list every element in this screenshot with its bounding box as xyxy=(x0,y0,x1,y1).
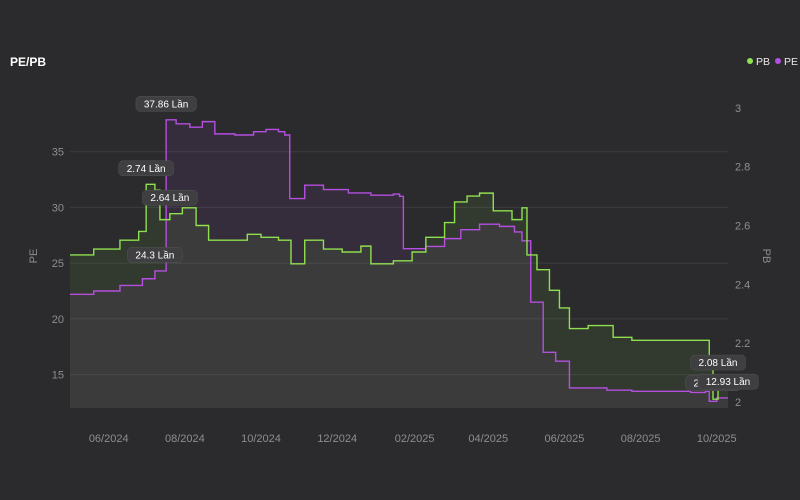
series-lines xyxy=(70,119,729,403)
y-right-tick-label: 2.8 xyxy=(735,162,750,174)
annotation: 2.64 Lần xyxy=(142,189,198,206)
legend-pb-marker xyxy=(747,58,753,64)
x-tick-label: 06/2024 xyxy=(89,433,129,445)
y-right-tick-label: 2.2 xyxy=(735,338,750,350)
chart-title: PE/PB xyxy=(10,55,46,69)
x-tick-label: 06/2025 xyxy=(545,433,585,445)
legend-pe-label[interactable]: PE xyxy=(784,56,798,68)
annotation-label: 37.86 Lần xyxy=(144,98,189,110)
legend-pe-marker xyxy=(775,58,781,64)
annotation-box xyxy=(697,373,759,390)
y-left-tick-label: 30 xyxy=(52,202,64,214)
annotation: 2.08 Lần xyxy=(690,354,746,371)
annotation: 24.3 Lần xyxy=(127,247,183,263)
x-tick-label: 10/2024 xyxy=(241,433,281,445)
annotation-label: 2.64 Lần xyxy=(150,192,189,204)
y-left-tick-label: 20 xyxy=(52,314,64,326)
annotation-label: 24.3 Lần xyxy=(135,249,174,261)
annotation-label: 2.08 Lần xyxy=(699,357,738,369)
y-right-tick-label: 3 xyxy=(735,103,741,115)
grid xyxy=(70,151,728,376)
x-tick-label: 04/2025 xyxy=(468,433,508,445)
series-area-pe xyxy=(70,119,728,409)
y-left-tick-label: 15 xyxy=(52,370,64,382)
annotation: 37.86 Lần xyxy=(135,96,197,112)
series-line-pb xyxy=(70,183,729,400)
x-tick-label: 10/2025 xyxy=(697,433,737,445)
annotation: 2.74 Lần xyxy=(118,160,174,177)
x-axis-ticks: 06/2024 08/2024 10/2024 12/2024 02/2025 04/20… xyxy=(89,433,737,445)
y-right-tick-label: 2 xyxy=(735,397,741,409)
annotations: 37.86 Lần 24.3 Lần 2.74 Lần 2.64 Lần 2.08 Lầ… xyxy=(118,96,759,391)
y-right-tick-label: 2.6 xyxy=(735,221,750,233)
annotation-box xyxy=(142,189,198,206)
y-axis-right-ticks: 2 2.2 2.4 2.6 2.8 3 xyxy=(735,103,750,409)
legend: PB PE xyxy=(747,56,798,68)
x-tick-label: 12/2024 xyxy=(317,433,357,445)
y-axis-left-ticks: 15 20 25 30 35 xyxy=(52,147,64,382)
annotation-box xyxy=(135,96,197,112)
series-line-pe xyxy=(70,119,728,403)
y-right-tick-label: 2.4 xyxy=(735,279,750,291)
annotation-box xyxy=(127,247,183,263)
y-left-tick-label: 25 xyxy=(52,258,64,270)
annotation: 12.93 Lần xyxy=(697,373,759,390)
annotation-label: 2.74 Lần xyxy=(127,163,166,175)
legend-pb-label[interactable]: PB xyxy=(756,56,770,68)
x-tick-label: 02/2025 xyxy=(395,433,435,445)
y-axis-left-label: PE xyxy=(28,249,40,264)
x-tick-label: 08/2025 xyxy=(621,433,661,445)
annotation-box xyxy=(690,354,746,371)
annotation-label: 12.93 Lần xyxy=(706,376,751,388)
x-tick-label: 08/2024 xyxy=(165,433,205,445)
y-left-tick-label: 35 xyxy=(52,147,64,159)
annotation-box xyxy=(118,160,174,177)
y-axis-right-label: PB xyxy=(760,249,772,264)
